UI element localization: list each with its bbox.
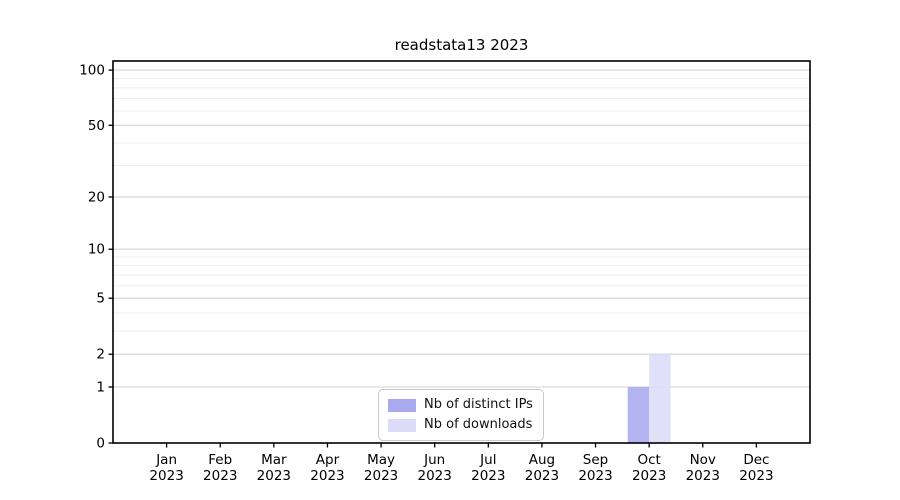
legend: Nb of distinct IPs Nb of downloads bbox=[378, 389, 544, 441]
x-tick-label-year: 2023 bbox=[203, 468, 237, 484]
x-tick-labels: Jan2023Feb2023Mar2023Apr2023May2023Jun20… bbox=[149, 452, 773, 484]
x-ticks bbox=[165, 443, 758, 448]
y-tick-labels: 0 1 2 5 10 20 50 100 bbox=[79, 63, 105, 452]
y-tick-label: 10 bbox=[88, 242, 105, 258]
x-tick-label-year: 2023 bbox=[310, 468, 344, 484]
x-tick-label-month: Aug bbox=[529, 452, 555, 468]
x-tick-label-month: Nov bbox=[690, 452, 716, 468]
x-tick-label-month: Jun bbox=[423, 452, 445, 468]
plot-frame bbox=[112, 60, 811, 444]
gridlines-major bbox=[113, 69, 810, 388]
y-tick-label: 0 bbox=[96, 436, 105, 452]
y-tick-label: 100 bbox=[79, 63, 105, 79]
x-tick-label-year: 2023 bbox=[686, 468, 720, 484]
bar-distinct-ips bbox=[627, 386, 650, 443]
legend-label-downloads: Nb of downloads bbox=[424, 417, 533, 432]
x-tick-label-month: Dec bbox=[743, 452, 769, 468]
x-tick-label-year: 2023 bbox=[739, 468, 773, 484]
x-tick-label-year: 2023 bbox=[632, 468, 666, 484]
gridlines-minor bbox=[113, 77, 810, 332]
y-tick-label: 2 bbox=[96, 347, 105, 363]
x-tick-label-month: Sep bbox=[583, 452, 608, 468]
chart-title: readstata13 2023 bbox=[394, 36, 529, 54]
x-tick-label-month: Apr bbox=[316, 452, 340, 468]
legend-item-distinct-ips: Nb of distinct IPs bbox=[388, 397, 533, 413]
x-tick-label-year: 2023 bbox=[471, 468, 505, 484]
x-tick-label-month: May bbox=[367, 452, 395, 468]
x-tick-label-year: 2023 bbox=[257, 468, 291, 484]
bar-downloads bbox=[649, 354, 671, 443]
y-ticks bbox=[108, 69, 113, 444]
legend-item-downloads: Nb of downloads bbox=[388, 417, 533, 433]
x-tick-label-month: Jan bbox=[155, 452, 177, 468]
x-tick-label-year: 2023 bbox=[418, 468, 452, 484]
x-tick-label-year: 2023 bbox=[525, 468, 559, 484]
y-tick-label: 20 bbox=[88, 189, 105, 205]
x-tick-label-year: 2023 bbox=[149, 468, 183, 484]
legend-label-distinct-ips: Nb of distinct IPs bbox=[424, 397, 533, 412]
y-tick-label: 50 bbox=[88, 118, 105, 134]
x-tick-label-year: 2023 bbox=[578, 468, 612, 484]
x-tick-label-month: Feb bbox=[208, 452, 232, 468]
x-tick-label-month: Oct bbox=[637, 452, 660, 468]
y-tick-label: 1 bbox=[96, 379, 105, 395]
legend-swatch-downloads bbox=[388, 418, 416, 432]
x-tick-label-year: 2023 bbox=[364, 468, 398, 484]
bars bbox=[627, 354, 671, 443]
x-tick-label-month: Jul bbox=[479, 452, 496, 468]
x-tick-label-month: Mar bbox=[261, 452, 287, 468]
legend-swatch-distinct-ips bbox=[388, 398, 416, 412]
y-tick-label: 5 bbox=[96, 291, 105, 307]
